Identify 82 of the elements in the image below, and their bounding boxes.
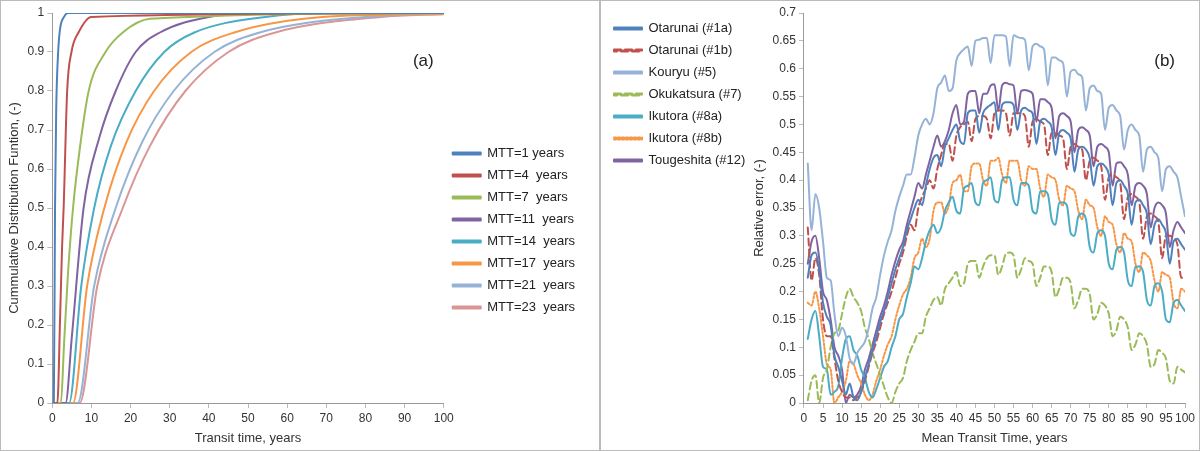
y-tick-label: 0.9 [27, 44, 45, 59]
y-tick-label: 0.3 [779, 228, 797, 243]
y-axis-title: Relative error, (-) [751, 159, 767, 257]
legend-label: MTT=17 years [487, 255, 576, 271]
x-tick-label: 55 [1006, 410, 1021, 425]
x-tick-label: 30 [911, 410, 926, 425]
y-tick-label: 0.2 [27, 317, 45, 332]
y-tick-label: 0.65 [772, 33, 797, 48]
x-tick-label: 20 [873, 410, 888, 425]
y-tick-label: 0.6 [779, 61, 797, 76]
x-tick-label: 100 [1174, 410, 1196, 425]
y-tick-label: 0.8 [27, 83, 45, 98]
x-tick-label: 95 [1159, 410, 1173, 425]
x-tick-label: 50 [987, 410, 1002, 425]
x-tick-label: 90 [397, 410, 412, 425]
x-tick-label: 10 [84, 410, 99, 425]
x-tick-label: 45 [968, 410, 983, 425]
y-tick-label: 0.25 [772, 256, 797, 271]
annotation: (a) [412, 51, 434, 71]
y-tick-label: 0.6 [27, 161, 45, 176]
x-axis-title: Mean Transit Time, years [921, 429, 1068, 445]
legend-label: MTT=4 years [487, 167, 569, 183]
x-tick-label: 65 [1044, 410, 1059, 425]
x-tick-label: 15 [854, 410, 869, 425]
y-tick-label: 0.5 [779, 116, 797, 131]
x-tick-label: 0 [800, 410, 808, 425]
y-tick-label: 0.5 [27, 200, 45, 215]
line-series [806, 34, 1185, 365]
legend-label: Otarunai (#1a) [648, 20, 733, 36]
x-tick-label: 60 [280, 410, 295, 425]
legend-label: MTT=21 years [487, 277, 576, 293]
y-tick-label: 0.4 [779, 172, 797, 187]
y-tick-label: 0.1 [27, 356, 45, 371]
legend-label: MTT=7 years [487, 189, 569, 205]
x-tick-label: 35 [930, 410, 945, 425]
y-axis-title: Cummulative Distribution Funtion, (-) [6, 102, 22, 314]
y-tick-label: 0.35 [772, 200, 797, 215]
legend-label: MTT=23 years [487, 299, 576, 315]
x-tick-label: 80 [1102, 410, 1116, 425]
x-tick-label: 50 [241, 410, 255, 425]
x-axis-title: Transit time, years [194, 429, 302, 445]
legend-label: Ikutora (#8a) [648, 108, 723, 124]
x-tick-label: 75 [1083, 410, 1097, 425]
x-tick-label: 10 [835, 410, 850, 425]
x-tick-label: 80 [358, 410, 373, 425]
legend-label: Kouryu (#5) [648, 64, 717, 80]
y-tick-label: 1 [37, 5, 45, 20]
x-tick-label: 0 [48, 410, 56, 425]
x-tick-label: 40 [202, 410, 216, 425]
x-tick-label: 70 [319, 410, 334, 425]
annotation: (b) [1154, 51, 1175, 71]
x-tick-label: 100 [433, 410, 455, 425]
x-tick-label: 5 [819, 410, 827, 425]
y-tick-label: 0.55 [772, 88, 797, 103]
x-tick-label: 60 [1025, 410, 1040, 425]
y-tick-label: 0.7 [27, 122, 45, 137]
legend-label: Ikutora (#8b) [648, 130, 723, 146]
legend-label: Otarunai (#1b) [648, 42, 733, 58]
y-tick-label: 0 [37, 395, 45, 410]
y-tick-label: 0.7 [779, 5, 797, 20]
y-tick-label: 0.4 [27, 239, 45, 254]
line-series [806, 251, 1185, 403]
legend-label: MTT=1 years [487, 145, 565, 161]
x-tick-label: 40 [949, 410, 964, 425]
y-tick-label: 0.3 [27, 278, 45, 293]
y-tick-label: 0 [789, 395, 797, 410]
x-tick-label: 90 [1140, 410, 1154, 425]
legend-label: Okukatsura (#7) [648, 86, 742, 102]
legend-label: MTT=11 years [487, 211, 575, 227]
x-tick-label: 25 [892, 410, 907, 425]
line-series [52, 13, 444, 403]
y-tick-label: 0.2 [779, 283, 797, 298]
y-tick-label: 0.15 [772, 311, 797, 326]
y-tick-label: 0.1 [779, 339, 797, 354]
y-tick-label: 0.45 [772, 144, 797, 159]
y-tick-label: 0.05 [772, 367, 797, 382]
legend-label: MTT=14 years [487, 233, 576, 249]
x-tick-label: 85 [1121, 410, 1135, 425]
x-tick-label: 20 [123, 410, 138, 425]
x-tick-label: 30 [163, 410, 177, 425]
legend-label: Tougeshita (#12) [648, 152, 746, 168]
x-tick-label: 70 [1064, 410, 1078, 425]
